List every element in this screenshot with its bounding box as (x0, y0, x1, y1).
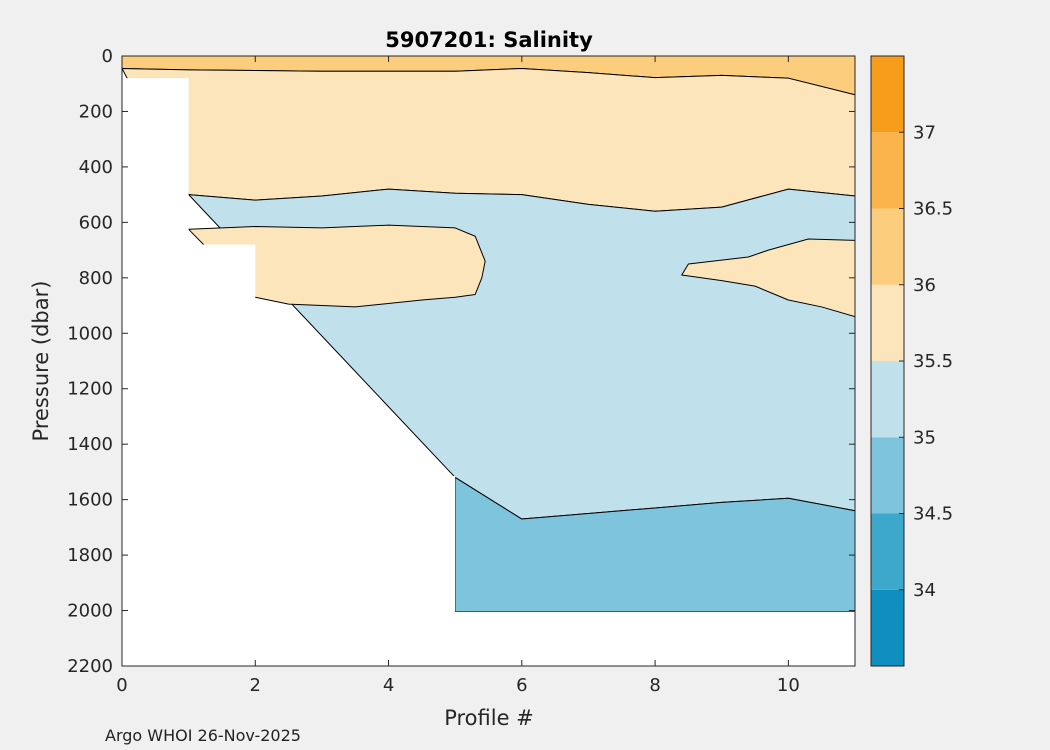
footer-credit: Argo WHOI 26-Nov-2025 (105, 726, 301, 745)
x-axis-label: Profile # (444, 706, 534, 730)
chart-title: 5907201: Salinity (385, 28, 593, 52)
colorbar: 34 34.5 35 35.5 36 36.5 37 (870, 55, 953, 667)
colorbar-tick-label: 34.5 (913, 504, 953, 525)
colorbar-tick-label: 36 (913, 275, 936, 296)
y-tick-label: 2200 (67, 656, 113, 677)
y-tick-label: 0 (102, 46, 113, 67)
colorbar-tick-label: 37 (913, 122, 936, 143)
colorbar-tick-label: 35.5 (913, 351, 953, 372)
y-tick-label: 400 (79, 157, 113, 178)
no-data-region-2 (255, 385, 322, 666)
no-data-region-1 (188, 244, 256, 666)
y-tick-label: 2000 (67, 601, 113, 622)
y-axis: 0 200 400 600 800 1000 1200 1400 1600 1800 2000 220… (67, 46, 855, 677)
y-tick-label: 1600 (67, 490, 113, 511)
colorbar-swatch (871, 132, 904, 209)
x-tick-label: 6 (516, 675, 527, 696)
no-data-region-4 (455, 611, 855, 666)
x-tick-label: 10 (777, 675, 800, 696)
x-axis: 0 2 4 6 8 10 (116, 56, 800, 696)
y-tick-label: 1800 (67, 545, 113, 566)
contour-fill-layer (122, 56, 855, 613)
colorbar-swatch (871, 361, 904, 438)
no-data-region-0 (122, 78, 189, 666)
no-data-mask (122, 78, 855, 666)
colorbar-swatch (871, 56, 904, 133)
contour-band-3 (188, 224, 486, 308)
x-tick-label: 8 (649, 675, 660, 696)
x-tick-label: 0 (116, 675, 127, 696)
contour-band-1 (122, 67, 855, 212)
colorbar-tick-label: 34 (913, 580, 936, 601)
y-axis-label: Pressure (dbar) (29, 281, 53, 442)
colorbar-swatch (871, 284, 904, 361)
x-tick-label: 4 (383, 675, 394, 696)
plot-frame (121, 55, 856, 667)
y-tick-label: 800 (79, 268, 113, 289)
contour-band-4 (681, 238, 855, 318)
y-tick-label: 1200 (67, 379, 113, 400)
y-tick-label: 200 (79, 101, 113, 122)
no-data-region-3 (321, 476, 456, 666)
y-tick-label: 1400 (67, 434, 113, 455)
colorbar-swatch (871, 437, 904, 514)
y-tick-label: 600 (79, 212, 113, 233)
colorbar-swatch (871, 513, 904, 590)
colorbar-swatch (871, 208, 904, 285)
x-tick-label: 2 (250, 675, 261, 696)
colorbar-tick-label: 36.5 (913, 199, 953, 220)
colorbar-swatch (871, 589, 904, 666)
colorbar-tick-label: 35 (913, 427, 936, 448)
y-tick-label: 1000 (67, 323, 113, 344)
